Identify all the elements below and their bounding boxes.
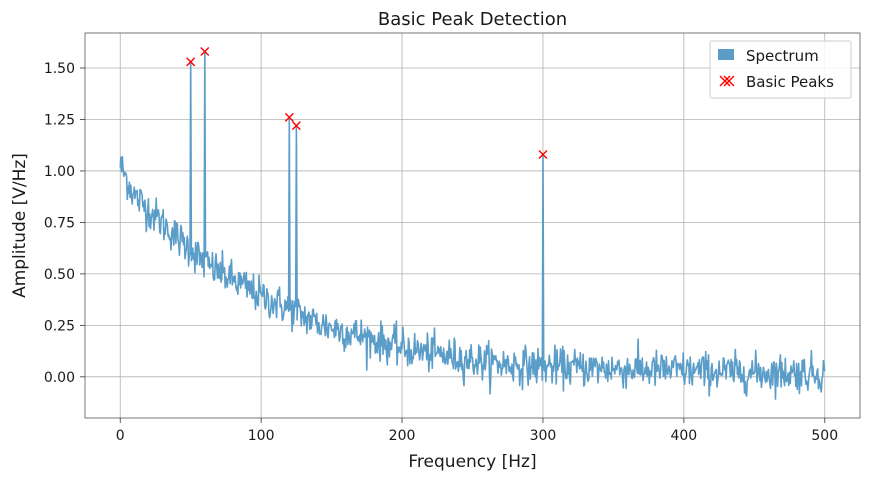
peak-marker — [200, 47, 210, 57]
x-tick-label: 400 — [670, 428, 697, 444]
y-tick-label: 1.25 — [44, 112, 75, 128]
legend-box — [709, 40, 852, 99]
peak-marker — [538, 149, 548, 159]
plot-series — [119, 47, 826, 400]
x-axis-label: Frequency [Hz] — [408, 452, 536, 472]
spectrum-line — [119, 50, 826, 400]
y-axis-label: Amplitude [V/Hz] — [10, 153, 30, 298]
legend-marker-basic-peaks — [719, 75, 735, 87]
peak-marker — [284, 112, 294, 122]
legend-label-spectrum: Spectrum — [746, 47, 819, 65]
plot-area-frame — [84, 32, 861, 419]
x-tick-label: 300 — [530, 428, 557, 444]
x-tick-label: 200 — [389, 428, 416, 444]
chart-title: Basic Peak Detection — [378, 9, 567, 30]
legend-swatch-spectrum — [718, 49, 734, 60]
y-tick-label: 0.25 — [44, 318, 75, 334]
x-tick-label: 100 — [248, 428, 275, 444]
y-tick-label: 0.75 — [44, 215, 75, 231]
legend: Spectrum Basic Peaks — [709, 40, 852, 99]
peak-marker — [186, 57, 196, 67]
peak-marker — [291, 121, 301, 131]
x-tick-label: 500 — [811, 428, 838, 444]
y-tick-label: 0.50 — [44, 267, 75, 283]
axis-ticks: 0 100 200 300 400 500 0.00 0.25 0.50 0.75 1.00 1.25… — [44, 61, 838, 444]
y-tick-label: 1.00 — [44, 164, 75, 180]
x-tick-label: 0 — [116, 428, 125, 444]
legend-label-basic-peaks: Basic Peaks — [746, 73, 834, 91]
y-tick-label: 0.00 — [44, 370, 75, 386]
y-tick-label: 1.50 — [44, 61, 75, 77]
